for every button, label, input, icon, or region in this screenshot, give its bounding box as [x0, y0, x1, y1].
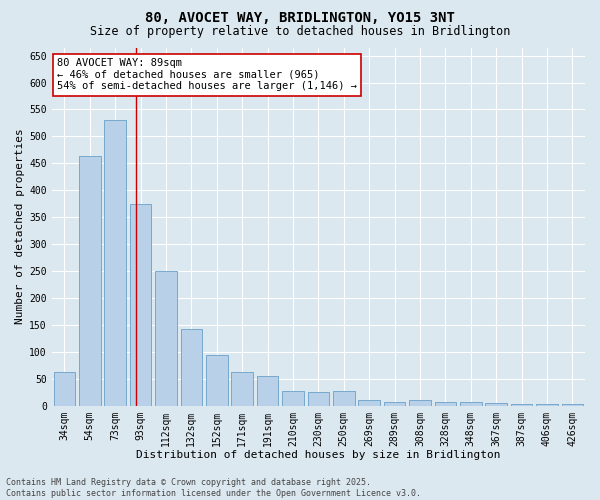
Bar: [181, 328, 202, 406]
Text: Contains HM Land Registry data © Crown copyright and database right 2025.
Contai: Contains HM Land Registry data © Crown c…: [6, 478, 421, 498]
Bar: [53, 372, 75, 406]
Bar: [130, 204, 151, 406]
Bar: [206, 354, 227, 406]
Bar: [155, 271, 177, 406]
Bar: [460, 402, 482, 406]
Bar: [232, 372, 253, 406]
X-axis label: Distribution of detached houses by size in Bridlington: Distribution of detached houses by size …: [136, 450, 500, 460]
Bar: [434, 402, 456, 406]
Bar: [409, 400, 431, 406]
Bar: [358, 400, 380, 406]
Bar: [562, 404, 583, 406]
Bar: [308, 392, 329, 406]
Bar: [384, 402, 406, 406]
Bar: [79, 156, 101, 406]
Bar: [333, 390, 355, 406]
Bar: [536, 404, 557, 406]
Bar: [282, 390, 304, 406]
Bar: [485, 403, 507, 406]
Text: 80 AVOCET WAY: 89sqm
← 46% of detached houses are smaller (965)
54% of semi-deta: 80 AVOCET WAY: 89sqm ← 46% of detached h…: [57, 58, 357, 92]
Y-axis label: Number of detached properties: Number of detached properties: [15, 128, 25, 324]
Bar: [511, 404, 532, 406]
Text: 80, AVOCET WAY, BRIDLINGTON, YO15 3NT: 80, AVOCET WAY, BRIDLINGTON, YO15 3NT: [145, 12, 455, 26]
Text: Size of property relative to detached houses in Bridlington: Size of property relative to detached ho…: [90, 24, 510, 38]
Bar: [257, 376, 278, 406]
Bar: [104, 120, 126, 406]
